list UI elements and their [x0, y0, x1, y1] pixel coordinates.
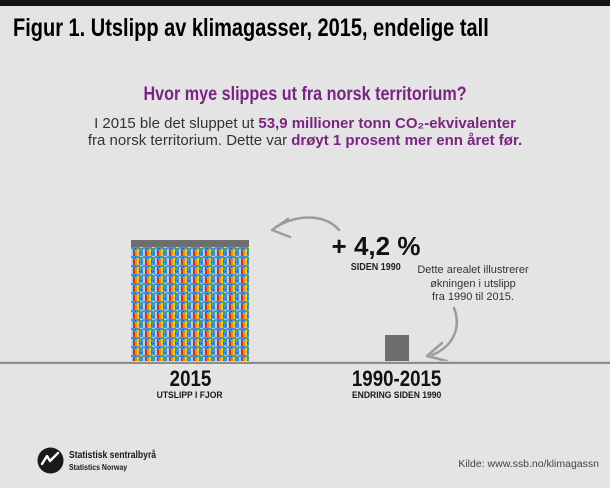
x-caption-1990-2015: ENDRING SIDEN 1990 [352, 390, 442, 401]
intro-heading-text: Hvor mye slippes ut fra norsk territoriu… [143, 84, 467, 105]
emissions-highlight: 53,9 millioner tonn CO₂-ekvivalenter [258, 115, 516, 132]
org-name-en: Statistics Norway [69, 462, 128, 472]
area-annotation: Dette arealet illustrerer økningen i uts… [403, 264, 543, 305]
area-annotation-line3: fra 1990 til 2015. [432, 291, 514, 303]
axis-label-group-2015: 2015 UTSLIPP I FJOR [128, 367, 252, 401]
x-label-2015: 2015 [169, 366, 211, 391]
top-accent-bar [0, 0, 610, 6]
growth-cap-strip [131, 240, 249, 247]
area-annotation-line2: økningen i utslipp [430, 277, 516, 290]
emissions-2015-square [131, 240, 249, 362]
curved-arrow-left-icon [270, 216, 341, 239]
area-annotation-line1: Dette arealet illustrerer [417, 264, 529, 276]
ssb-logo-icon [37, 447, 64, 474]
intro-line-2: fra norsk territorium. Dette var drøyt 1… [0, 132, 610, 149]
change-highlight: drøyt 1 prosent mer enn året før. [291, 132, 523, 149]
org-name: Statistisk sentralbyrå [69, 449, 157, 461]
growth-value: + 4,2 % [331, 231, 421, 261]
emissions-mosaic-pattern [131, 247, 249, 362]
intro-section: Hvor mye slippes ut fra norsk territoriu… [0, 84, 610, 149]
growth-caption-text: SIDEN 1990 [350, 262, 402, 273]
figure-title: Figur 1. Utslipp av klimagasser, 2015, e… [13, 14, 608, 43]
intro-line-1: I 2015 ble det sluppet ut 53,9 millioner… [0, 115, 610, 132]
intro-body: I 2015 ble det sluppet ut 53,9 millioner… [0, 115, 610, 149]
intro-line1-normal: I 2015 ble det sluppet ut [94, 115, 259, 132]
x-caption-2015: UTSLIPP I FJOR [157, 390, 223, 401]
baseline-axis [0, 361, 610, 364]
org-name-block: Statistisk sentralbyrå Statistics Norway [69, 449, 175, 472]
growth-caption: SIDEN 1990 [326, 262, 426, 273]
change-1990-2015-square [385, 335, 409, 362]
x-label-1990-2015: 1990-2015 [352, 366, 442, 391]
intro-line2-normal: fra norsk territorium. Dette var [87, 132, 292, 149]
figure-title-text: Figur 1. Utslipp av klimagasser, 2015, e… [13, 14, 489, 42]
intro-heading: Hvor mye slippes ut fra norsk territoriu… [0, 84, 610, 106]
source-text: Kilde: www.ssb.no/klimagassn [458, 458, 599, 470]
axis-label-group-1990-2015: 1990-2015 ENDRING SIDEN 1990 [323, 367, 471, 401]
curved-arrow-down-icon [425, 306, 459, 363]
